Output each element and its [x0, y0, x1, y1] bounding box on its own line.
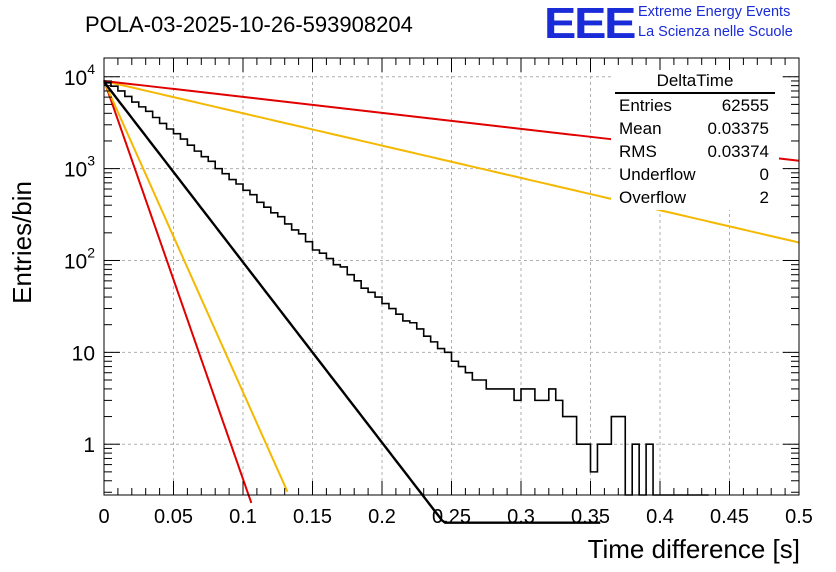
- x-axis-label: Time difference [s]: [588, 534, 800, 564]
- stats-value: 2: [759, 188, 769, 207]
- stats-value: 0.03374: [707, 142, 769, 161]
- fit-curve: [103, 80, 289, 493]
- x-tick-label: 0.5: [785, 506, 813, 528]
- x-tick-label: 0.05: [154, 506, 193, 528]
- x-tick-labels: 0 0.05 0.1 0.15 0.2 0.25 0.3 0.35 0.4 0.45 0.5: [98, 506, 812, 528]
- stats-value: 0: [759, 165, 769, 184]
- stats-value: 62555: [721, 96, 769, 115]
- stats-label: Mean: [619, 119, 662, 138]
- y-tick-label: 1: [83, 434, 95, 457]
- stats-label: Entries: [619, 96, 672, 115]
- eee-logo: EEE: [544, 0, 636, 48]
- x-tick-label: 0.2: [368, 506, 396, 528]
- x-tick-label: 0.25: [432, 506, 471, 528]
- y-tick-label: 102: [64, 244, 95, 273]
- page-title: POLA-03-2025-10-26-593908204: [85, 12, 413, 37]
- stats-row: Underflow 0: [611, 163, 779, 186]
- y-tick-label: 10: [72, 342, 95, 365]
- stats-value: 0.03375: [707, 119, 769, 138]
- x-tick-label: 0.15: [293, 506, 332, 528]
- x-tick-label: 0.35: [571, 506, 610, 528]
- fit-curve: [103, 79, 253, 504]
- stats-label: Underflow: [619, 165, 696, 184]
- stats-row: Mean 0.03375: [611, 117, 779, 140]
- logo-subtitle-1: Extreme Energy Events: [638, 4, 791, 20]
- stats-label: Overflow: [619, 188, 687, 207]
- x-tick-label: 0: [98, 506, 109, 528]
- stats-label: RMS: [619, 142, 657, 161]
- axis-ticks: [103, 58, 800, 495]
- fit-curve-total: [103, 81, 601, 524]
- y-axis-label: Entries/bin: [7, 181, 37, 304]
- x-tick-label: 0.1: [229, 506, 257, 528]
- y-tick-label: 103: [64, 153, 95, 182]
- stats-box: DeltaTime Entries 62555 Mean 0.03375 RMS…: [611, 70, 779, 210]
- x-tick-label: 0.3: [507, 506, 535, 528]
- stats-row: Entries 62555: [611, 94, 779, 117]
- fit-curve: [103, 79, 800, 244]
- y-tick-label: 104: [64, 61, 95, 90]
- stats-row: RMS 0.03374: [611, 140, 779, 163]
- x-tick-label: 0.4: [646, 506, 674, 528]
- x-tick-label: 0.45: [710, 506, 749, 528]
- stats-row: Overflow 2: [611, 186, 779, 209]
- logo-subtitle-2: La Scienza nelle Scuole: [638, 24, 793, 40]
- stats-title: DeltaTime: [615, 70, 775, 94]
- histogram-deltatime: [104, 81, 709, 496]
